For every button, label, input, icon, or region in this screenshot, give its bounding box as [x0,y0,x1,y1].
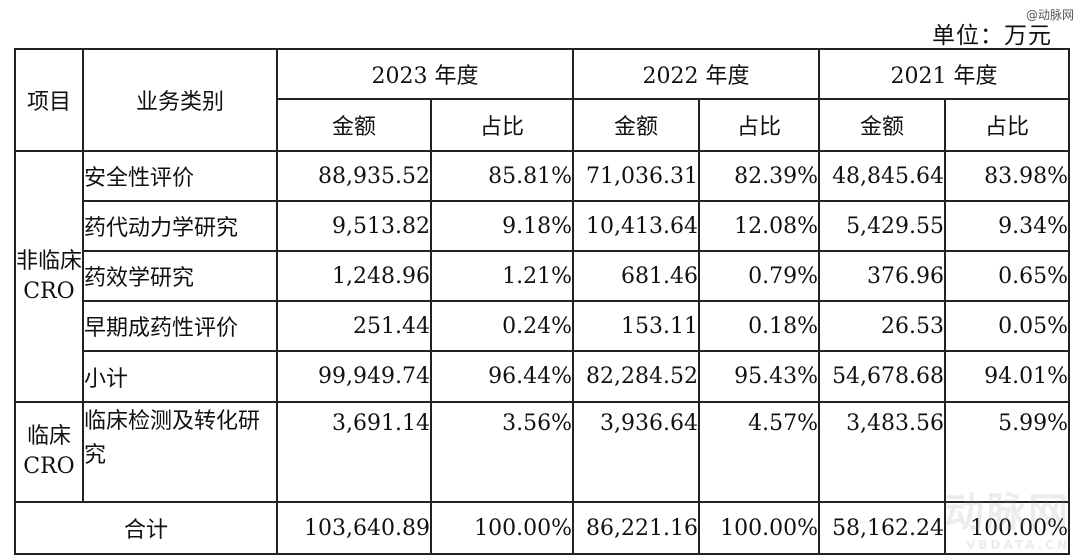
row-category: 早期成药性评价 [82,300,278,352]
cell-value: 4.57% [698,401,821,503]
cell-value: 153.11 [572,300,701,352]
table-row: 非临床CRO 安全性评价 88,935.52 85.81% 71,036.31 … [14,150,1071,403]
table-row: 临床CRO 临床检测及转化研究 3,691.14 3.56% 3,936.64 … [14,401,1071,503]
cell-value: 5.99% [944,401,1071,503]
header-year-2021: 2021 年度 [818,48,1071,100]
cell-value: 12.08% [698,200,821,252]
cell-value: 48,845.64 [818,150,947,202]
row-category: 药代动力学研究 [82,200,278,252]
header-ratio: 占比 [429,98,575,152]
cell-value: 251.44 [276,300,432,352]
header-year-2023: 2023 年度 [275,48,575,100]
cell-value: 82,284.52 [572,350,701,403]
header-ratio: 占比 [698,98,821,152]
revenue-table: 项目 业务类别 2023 年度 2022 年度 2021 年度 金额 占比 金额… [14,48,1071,555]
row-category: 安全性评价 [82,150,278,202]
header-amount: 金额 [572,98,701,152]
row-category: 临床检测及转化研究 [82,401,278,503]
cell-value: 0.18% [698,300,821,352]
cell-value: 95.43% [698,350,821,403]
cell-value: 0.05% [944,300,1071,352]
table-row: 药代动力学研究 9,513.82 9.18% 10,413.64 12.08% … [15,200,1071,252]
header-amount: 金额 [818,98,947,152]
cell-value: 94.01% [944,350,1071,403]
cell-value: 96.44% [429,350,575,403]
header-year-2022: 2022 年度 [572,48,821,100]
cell-value: 0.65% [944,250,1071,302]
cell-value: 376.96 [818,250,947,302]
cell-value: 3,691.14 [276,401,432,503]
header-category: 业务类别 [82,48,278,152]
cell-value: 26.53 [818,300,947,352]
subtotal-label: 小计 [82,350,278,403]
cell-value: 0.24% [429,300,575,352]
cell-value: 1.21% [429,250,575,302]
cell-value: 3,483.56 [818,401,947,503]
header-amount: 金额 [276,98,432,152]
total-row: 合计 103,640.89 100.00% 86,221.16 100.00% … [14,501,1071,555]
cell-value: 88,935.52 [276,150,432,202]
subtotal-row: 小计 99,949.74 96.44% 82,284.52 95.43% 54,… [15,350,1071,403]
cell-value: 83.98% [944,150,1071,202]
cell-value: 100.00% [944,501,1071,555]
row-category: 药效学研究 [82,250,278,302]
header-ratio: 占比 [944,98,1071,152]
cell-value: 3,936.64 [572,401,701,503]
cell-value: 0.79% [698,250,821,302]
cell-value: 9.18% [429,200,575,252]
unit-label: 单位：万元 [932,23,1052,49]
cell-value: 54,678.68 [818,350,947,403]
cell-value: 681.46 [572,250,701,302]
watermark-top: @动脉网 [1025,8,1074,22]
group-clinical: 临床CRO [14,401,84,503]
cell-value: 1,248.96 [276,250,432,302]
cell-value: 9,513.82 [276,200,432,252]
cell-value: 85.81% [429,150,575,202]
cell-value: 86,221.16 [572,501,701,555]
table-row: 早期成药性评价 251.44 0.24% 153.11 0.18% 26.53 … [15,300,1071,352]
cell-value: 99,949.74 [276,350,432,403]
cell-value: 71,036.31 [572,150,701,202]
table-row: 药效学研究 1,248.96 1.21% 681.46 0.79% 376.96… [15,250,1071,302]
cell-value: 100.00% [429,501,575,555]
cell-value: 82.39% [698,150,821,202]
cell-value: 100.00% [698,501,821,555]
group-nonclinical: 非临床CRO [14,150,84,403]
cell-value: 58,162.24 [818,501,947,555]
total-label: 合计 [14,501,278,555]
header-item: 项目 [14,48,84,152]
cell-value: 9.34% [944,200,1071,252]
cell-value: 10,413.64 [572,200,701,252]
cell-value: 5,429.55 [818,200,947,252]
cell-value: 3.56% [429,401,575,503]
cell-value: 103,640.89 [276,501,432,555]
